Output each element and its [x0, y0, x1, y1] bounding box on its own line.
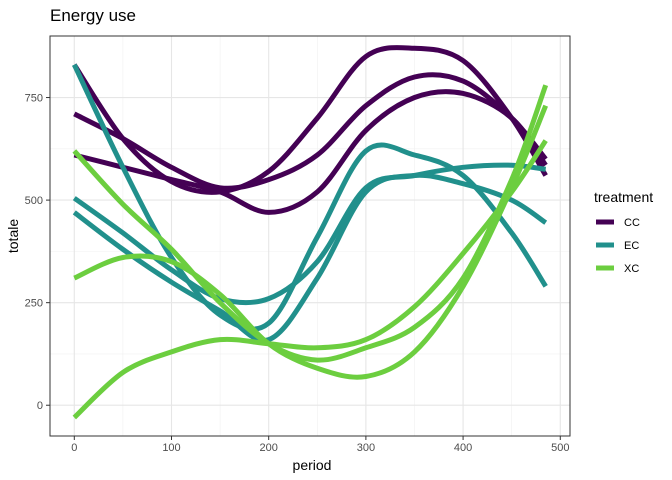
x-axis-ticks: 0 100 200 300 400 500	[71, 436, 569, 454]
legend-title: treatment	[594, 189, 653, 205]
series-line-cc	[73, 89, 548, 215]
series-line-cc	[73, 72, 548, 191]
series-line-xc	[72, 139, 548, 420]
x-axis-title: period	[293, 457, 332, 473]
series-line-cc	[72, 45, 548, 195]
x-tick-label: 0	[71, 442, 77, 454]
plot-series	[72, 45, 549, 420]
series-line-ec	[72, 63, 548, 332]
legend-label-cc: CC	[624, 217, 640, 229]
x-tick-label: 300	[357, 442, 375, 454]
y-axis-ticks: 0 250 500 750	[25, 93, 50, 412]
y-tick-label: 250	[25, 298, 43, 310]
x-tick-label: 200	[260, 442, 278, 454]
y-axis-title: totale	[5, 219, 21, 253]
x-tick-label: 400	[454, 442, 472, 454]
series-line-xc	[73, 104, 549, 380]
plot-panel-border	[49, 35, 571, 437]
y-tick-label: 0	[37, 400, 43, 412]
y-tick-label: 750	[25, 93, 43, 105]
chart-title: Energy use	[50, 6, 136, 25]
legend-keys: CC EC XC	[596, 217, 640, 275]
series-line-ec	[72, 162, 547, 306]
series-line-ec	[72, 172, 548, 343]
series-line-xc	[72, 84, 549, 363]
legend-label-xc: XC	[624, 263, 639, 275]
legend: treatment CC EC XC	[594, 189, 653, 275]
legend-label-ec: EC	[624, 240, 639, 252]
x-tick-label: 100	[162, 442, 180, 454]
y-tick-label: 500	[25, 195, 43, 207]
x-tick-label: 500	[551, 442, 569, 454]
